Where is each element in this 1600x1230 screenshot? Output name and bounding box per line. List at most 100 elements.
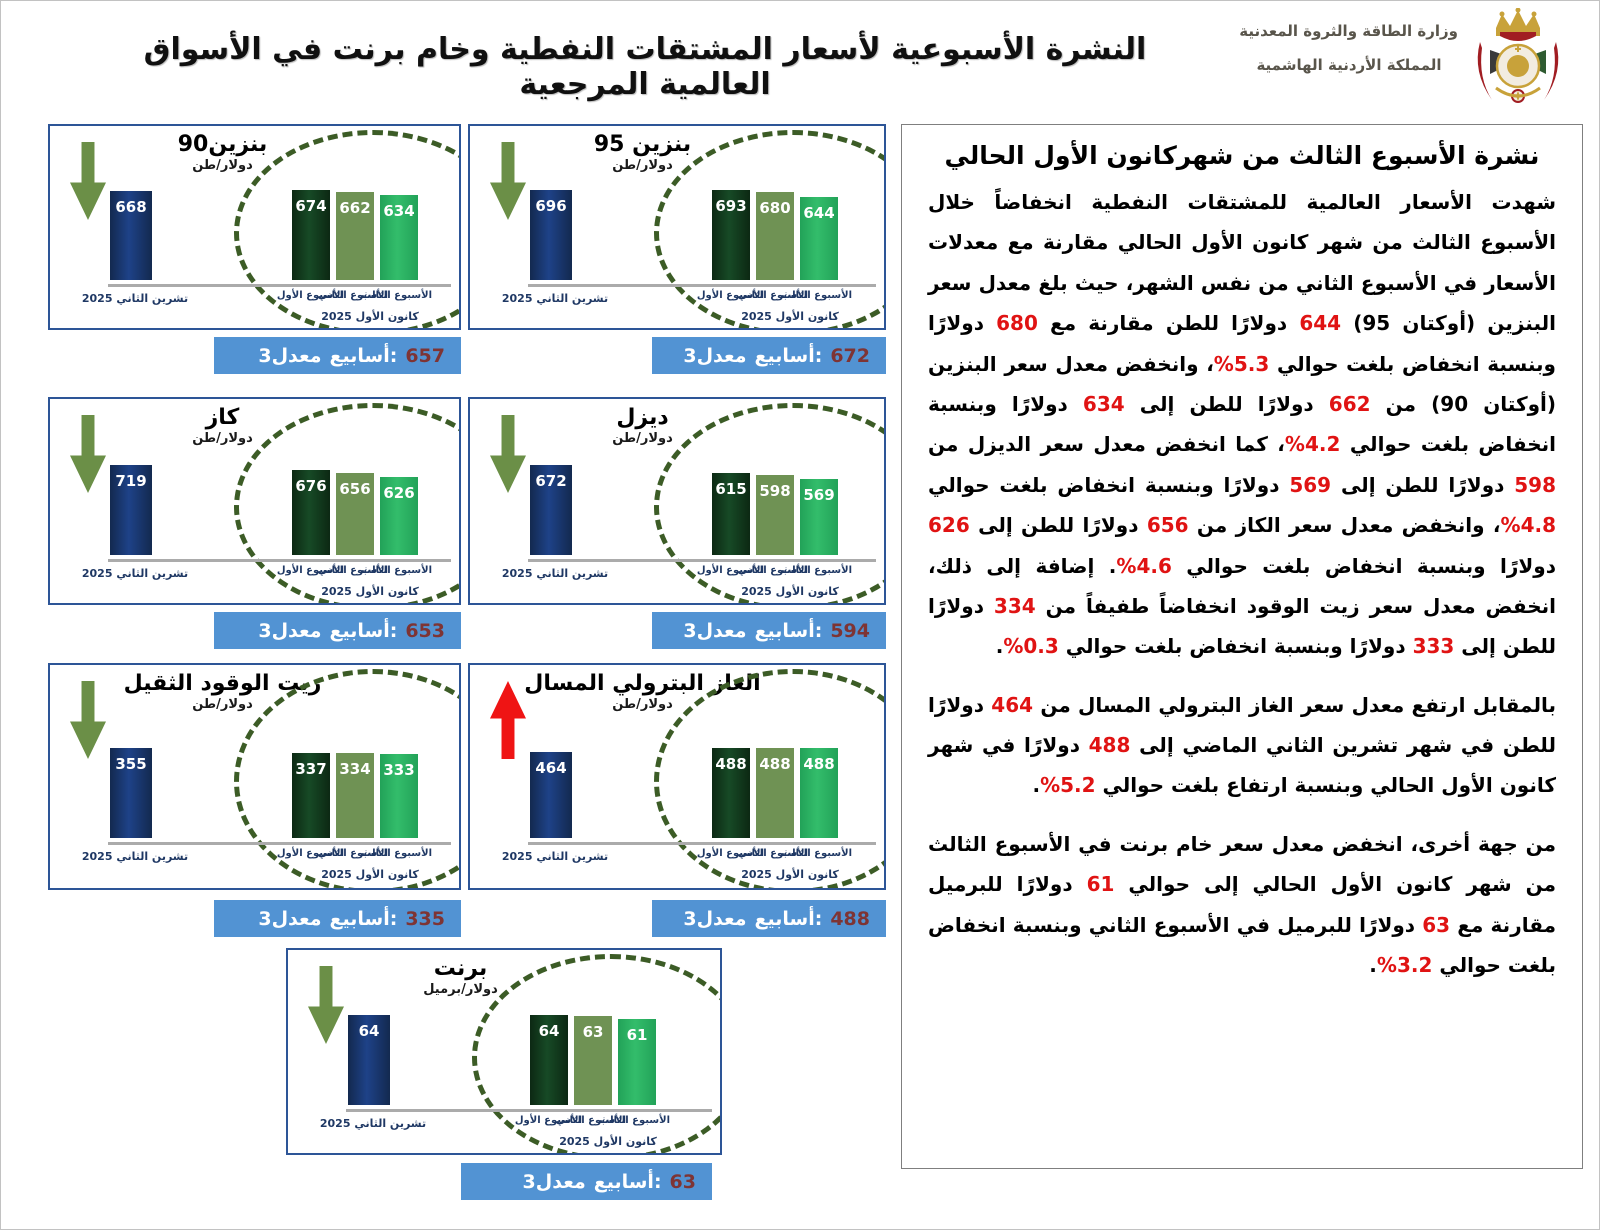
highlight-number: 0.3%	[1003, 634, 1059, 659]
bar-previous-month: 668	[110, 191, 152, 280]
three-week-average-strip: معدل3 أسابيع: 653	[214, 612, 461, 649]
text-run: .	[995, 634, 1004, 659]
text-run: دولارًا وبنسبة انخفاض بلغت حوالي	[928, 472, 1290, 497]
report-paragraph: من جهة أخرى، انخفض معدل سعر خام برنت في …	[928, 824, 1556, 986]
average-label: معدل3	[258, 344, 322, 367]
text-run: دولارًا للطن مقارنة مع	[1037, 311, 1300, 336]
highlight-number: 3.2%	[1376, 953, 1433, 978]
x-axis-line	[108, 559, 451, 562]
current-month-label: كانون الأول 2025	[321, 868, 419, 881]
x-axis-line	[528, 559, 876, 562]
x-axis-line	[346, 1109, 712, 1112]
ministry-name: وزارة الطاقة والثروة المعدنية	[1239, 22, 1458, 40]
average-value: 594	[830, 619, 870, 642]
chart-unit: دولار/طن	[192, 158, 253, 173]
bar-value-label: 63	[582, 1023, 604, 1041]
page-title: النشرة الأسبوعية لأسعار المشتقات النفطية…	[143, 32, 1147, 102]
average-label: أسابيع:	[329, 619, 398, 642]
week-3-label: الأسبوع الثالث	[361, 290, 432, 301]
bar-week-2: 63	[574, 1016, 612, 1105]
average-value: 653	[405, 619, 445, 642]
bar-value-label: 662	[339, 199, 371, 217]
week-1-label: الأسبوع الأول	[696, 565, 764, 576]
bar-week-3: 634	[380, 195, 418, 280]
chart-unit: دولار/برميل	[423, 982, 498, 997]
previous-month-label: تشرين الثاني 2025	[501, 567, 609, 580]
bar-previous-month: 464	[530, 752, 572, 838]
highlight-number: 644	[1299, 311, 1342, 336]
week-1-label: الأسبوع الأول	[696, 290, 764, 301]
chart-title: برنت	[433, 956, 488, 981]
bar-week-2: 334	[336, 753, 374, 838]
bar-week-1: 337	[292, 753, 330, 838]
bar-value-label: 355	[115, 755, 147, 773]
current-month-label: كانون الأول 2025	[741, 868, 839, 881]
chart-unit: دولار/طن	[192, 697, 253, 712]
chart-header: برنت دولار/برميل	[288, 956, 633, 997]
weekly-report-panel: نشرة الأسبوع الثالث من شهركانون الأول ال…	[901, 124, 1583, 1169]
week-2-label: الأسبوع الثاني	[555, 1115, 626, 1126]
average-label: أسابيع:	[754, 619, 823, 642]
average-value: 657	[405, 344, 445, 367]
highlight-number: 5.3%	[1213, 351, 1270, 376]
highlight-ellipse	[654, 403, 884, 603]
price-chart-panel: بنزين 95 دولار/طن 696 693 680 644 تشرين …	[468, 124, 886, 330]
bar-value-label: 488	[759, 755, 791, 773]
bar-week-2: 598	[756, 475, 794, 555]
bar-week-1: 64	[530, 1015, 568, 1105]
three-week-average-strip: معدل3 أسابيع: 335	[214, 900, 461, 937]
price-chart-panel: زيت الوقود الثقيل دولار/طن 355 337 334 3…	[48, 663, 461, 890]
week-2-label: الأسبوع الثاني	[317, 290, 388, 301]
bar-value-label: 464	[535, 759, 567, 777]
bar-value-label: 693	[715, 197, 747, 215]
text-run: دولارًا وبنسبة انخفاض بلغت حوالي	[1058, 634, 1413, 659]
bar-week-2: 488	[756, 748, 794, 838]
text-run: بالمقابل ارتفع معدل سعر الغاز البترولي ا…	[1033, 692, 1556, 717]
text-run: دولارًا للبرميل في الأسبوع الثاني وبنسبة…	[928, 912, 1556, 978]
price-chart-panel: بنزين90 دولار/طن 668 674 662 634 تشرين ا…	[48, 124, 461, 330]
highlight-number: 333	[1412, 634, 1455, 659]
bar-week-2: 680	[756, 192, 794, 280]
average-value: 488	[830, 907, 870, 930]
average-label: معدل3	[683, 619, 747, 642]
price-chart-panel: كاز دولار/طن 719 676 656 626 تشرين الثان…	[48, 397, 461, 605]
current-month-label: كانون الأول 2025	[559, 1135, 657, 1148]
average-label: أسابيع:	[593, 1170, 662, 1193]
bar-value-label: 719	[115, 472, 147, 490]
chart-header: كاز دولار/طن	[50, 405, 395, 446]
bar-value-label: 676	[295, 477, 327, 495]
bar-value-label: 672	[535, 472, 567, 490]
bar-week-2: 662	[336, 192, 374, 280]
week-3-label: الأسبوع الثالث	[599, 1115, 670, 1126]
highlight-ellipse	[654, 669, 884, 888]
x-axis-line	[528, 842, 876, 845]
week-2-label: الأسبوع الثاني	[737, 290, 808, 301]
current-month-label: كانون الأول 2025	[741, 585, 839, 598]
text-run: ، كما انخفض معدل سعر الديزل من	[928, 432, 1285, 457]
chart-header: بنزين 95 دولار/طن	[470, 132, 815, 173]
bar-week-1: 676	[292, 470, 330, 555]
text-run: من جهة أخرى، انخفض معدل سعر خام برنت في …	[928, 831, 1556, 897]
week-1-label: الأسبوع الأول	[696, 848, 764, 859]
highlight-number: 4.8%	[1500, 513, 1556, 538]
highlight-number: 4.2%	[1284, 432, 1341, 457]
highlight-number: 634	[1082, 391, 1125, 416]
chart-unit: دولار/طن	[612, 431, 673, 446]
bar-week-1: 615	[712, 473, 750, 555]
highlight-number: 5.2%	[1040, 773, 1096, 798]
week-3-label: الأسبوع الثالث	[781, 848, 852, 859]
average-label: أسابيع:	[754, 344, 823, 367]
previous-month-label: تشرين الثاني 2025	[81, 292, 189, 305]
text-run: دولارًا في شهر كانون الأول الحالي وبنسبة…	[928, 733, 1556, 798]
kingdom-name: المملكة الأردنية الهاشمية	[1256, 56, 1442, 74]
bar-value-label: 64	[358, 1022, 380, 1040]
bar-value-label: 488	[715, 755, 747, 773]
week-3-label: الأسبوع الثالث	[781, 565, 852, 576]
chart-title: ديزل	[616, 405, 669, 430]
highlight-number: 656	[1146, 513, 1189, 538]
text-run: .	[1032, 773, 1041, 798]
average-value: 63	[669, 1170, 696, 1193]
three-week-average-strip: معدل3 أسابيع: 63	[461, 1163, 712, 1200]
bar-value-label: 598	[759, 482, 791, 500]
highlight-number: 334	[993, 593, 1036, 618]
